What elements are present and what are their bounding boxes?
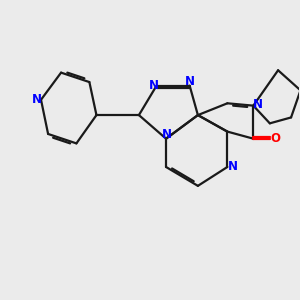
Text: O: O	[270, 132, 280, 145]
Text: N: N	[32, 93, 42, 106]
Text: N: N	[162, 128, 172, 141]
Text: N: N	[184, 75, 195, 88]
Text: N: N	[228, 160, 238, 173]
Text: N: N	[149, 79, 159, 92]
Text: N: N	[253, 98, 263, 110]
